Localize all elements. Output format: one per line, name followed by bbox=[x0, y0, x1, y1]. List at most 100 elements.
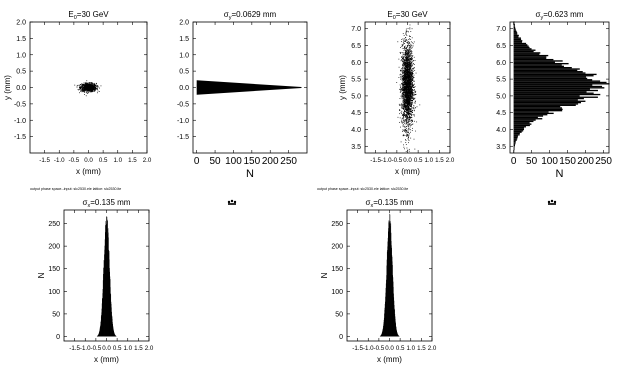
scatter-point bbox=[403, 96, 405, 98]
scatter-point bbox=[408, 71, 410, 73]
scatter-point bbox=[411, 65, 413, 67]
scatter-point bbox=[410, 104, 412, 106]
scatter-point bbox=[84, 87, 85, 89]
scatter-point bbox=[404, 61, 406, 63]
scatter-point bbox=[91, 87, 93, 89]
scatter-point bbox=[83, 87, 84, 89]
scatter-point bbox=[407, 83, 409, 84]
scatter-point bbox=[407, 92, 409, 93]
scatter-point bbox=[406, 49, 408, 50]
scatter-point bbox=[402, 122, 404, 124]
scatter-point bbox=[407, 114, 409, 116]
scatter-point bbox=[404, 62, 406, 64]
scatter-point bbox=[406, 116, 408, 118]
scatter-point bbox=[409, 100, 410, 101]
scatter-point bbox=[404, 72, 406, 74]
scatter-point bbox=[404, 106, 406, 108]
scatter-point bbox=[403, 74, 405, 76]
scatter-point bbox=[403, 62, 405, 64]
scatter-point bbox=[411, 47, 413, 49]
scatter-point bbox=[407, 109, 408, 111]
scatter-point bbox=[408, 98, 409, 100]
scatter-point bbox=[402, 63, 404, 65]
scatter-point bbox=[405, 37, 407, 39]
scatter-point bbox=[407, 71, 409, 73]
scatter-point bbox=[413, 92, 415, 94]
scatter-point bbox=[406, 94, 407, 96]
scatter-point bbox=[406, 87, 408, 89]
scatter-point bbox=[406, 106, 407, 107]
scatter-point bbox=[406, 92, 408, 94]
histogram-bar bbox=[513, 104, 576, 106]
scatter-point bbox=[408, 54, 410, 56]
scatter-point bbox=[91, 82, 93, 84]
scatter-point bbox=[408, 114, 410, 116]
scatter-point bbox=[83, 88, 85, 90]
scatter-point bbox=[89, 83, 90, 84]
scatter-point bbox=[86, 86, 88, 88]
scatter-point bbox=[403, 65, 404, 67]
scatter-point bbox=[86, 83, 87, 85]
scatter-point bbox=[406, 54, 408, 55]
scatter-point bbox=[407, 134, 409, 135]
scatter-point bbox=[403, 116, 405, 118]
scatter-point bbox=[405, 86, 407, 88]
scatter-point bbox=[99, 87, 100, 89]
scatter-point bbox=[404, 105, 406, 107]
scatter-point bbox=[403, 91, 405, 93]
scatter-point bbox=[408, 45, 410, 47]
scatter-point bbox=[399, 109, 401, 111]
scatter-point bbox=[403, 122, 405, 123]
scatter-point bbox=[410, 57, 412, 59]
scatter-point bbox=[402, 121, 404, 123]
scatter-point bbox=[409, 86, 411, 87]
x-tick-label: -0.5 bbox=[374, 345, 385, 352]
scatter-point bbox=[409, 36, 411, 37]
scatter-point bbox=[405, 90, 406, 92]
scatter-point bbox=[86, 91, 88, 93]
scatter-point bbox=[407, 99, 409, 101]
scatter-point bbox=[407, 43, 409, 45]
scatter-point bbox=[411, 91, 413, 93]
scatter-point bbox=[405, 139, 406, 140]
scatter-point bbox=[405, 123, 407, 125]
scatter-point bbox=[96, 87, 98, 89]
scatter-point bbox=[85, 88, 87, 90]
scatter-point bbox=[406, 59, 408, 61]
x-tick-label: 100 bbox=[541, 156, 558, 167]
scatter-point bbox=[405, 106, 407, 108]
scatter-point bbox=[93, 90, 95, 92]
scatter-point bbox=[401, 57, 402, 58]
scatter-point bbox=[404, 98, 405, 100]
scatter-point bbox=[409, 82, 411, 83]
scatter-point bbox=[408, 123, 409, 125]
y-tick-label: 2.0 bbox=[179, 20, 189, 27]
scatter-point bbox=[85, 83, 87, 84]
tiny-logo-left bbox=[227, 199, 237, 205]
histogram-bar bbox=[513, 93, 601, 96]
scatter-point bbox=[414, 102, 416, 104]
scatter-point bbox=[80, 87, 82, 89]
scatter-point bbox=[406, 57, 407, 59]
scatter-point bbox=[408, 35, 410, 37]
scatter-point bbox=[84, 88, 86, 90]
scatter-point bbox=[405, 116, 407, 118]
scatter-point bbox=[406, 100, 408, 102]
scatter-point bbox=[404, 100, 406, 102]
scatter-point bbox=[405, 52, 407, 54]
scatter-point bbox=[407, 99, 409, 101]
scatter-point bbox=[86, 87, 88, 89]
scatter-point bbox=[409, 90, 411, 92]
scatter-point bbox=[410, 59, 412, 61]
scatter-point bbox=[404, 128, 406, 130]
x-tick-label: -1.5 bbox=[370, 157, 381, 164]
scatter-point bbox=[84, 84, 86, 86]
scatter-point bbox=[411, 115, 412, 117]
scatter-point bbox=[404, 73, 406, 74]
scatter-point bbox=[409, 63, 410, 65]
scatter-point bbox=[412, 90, 413, 92]
scatter-point bbox=[401, 104, 403, 106]
scatter-point bbox=[403, 97, 404, 99]
scatter-point bbox=[407, 58, 409, 60]
scatter-point bbox=[408, 112, 410, 114]
